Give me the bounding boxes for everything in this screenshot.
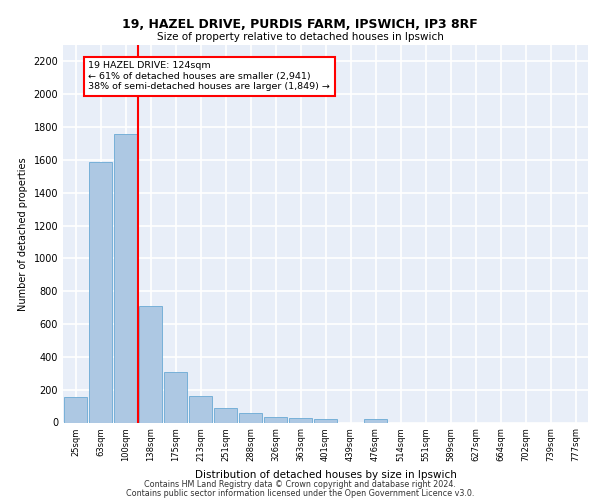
Bar: [64, 397, 88, 422]
Text: Contains public sector information licensed under the Open Government Licence v3: Contains public sector information licen…: [126, 488, 474, 498]
Text: 19, HAZEL DRIVE, PURDIS FARM, IPSWICH, IP3 8RF: 19, HAZEL DRIVE, PURDIS FARM, IPSWICH, I…: [122, 18, 478, 30]
Text: 19 HAZEL DRIVE: 124sqm
← 61% of detached houses are smaller (2,941)
38% of semi-: 19 HAZEL DRIVE: 124sqm ← 61% of detached…: [89, 62, 331, 91]
Bar: [314, 419, 337, 422]
Text: Size of property relative to detached houses in Ipswich: Size of property relative to detached ho…: [157, 32, 443, 42]
Bar: [364, 419, 388, 422]
Bar: [239, 414, 262, 422]
Bar: [214, 408, 238, 422]
Bar: [188, 396, 212, 422]
Bar: [164, 372, 187, 422]
Bar: [89, 162, 112, 422]
Bar: [113, 134, 137, 422]
Bar: [263, 417, 287, 422]
Y-axis label: Number of detached properties: Number of detached properties: [18, 157, 28, 310]
Text: Contains HM Land Registry data © Crown copyright and database right 2024.: Contains HM Land Registry data © Crown c…: [144, 480, 456, 489]
Bar: [289, 418, 313, 422]
X-axis label: Distribution of detached houses by size in Ipswich: Distribution of detached houses by size …: [194, 470, 457, 480]
Bar: [139, 306, 163, 422]
